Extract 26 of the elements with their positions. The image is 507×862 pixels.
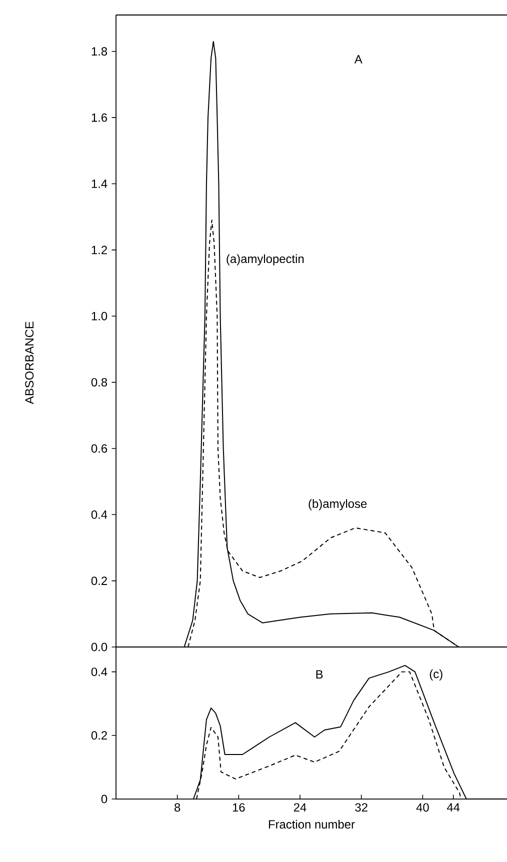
x-tick-label: 44 bbox=[446, 803, 460, 812]
y-tick-label: 0 bbox=[101, 794, 108, 804]
text: A bbox=[354, 55, 362, 64]
x-tick-label: 32 bbox=[355, 803, 368, 812]
x-tick-label: 24 bbox=[294, 803, 306, 812]
series-label: (a)amylopectin bbox=[226, 254, 304, 266]
y-tick-label: 1.8 bbox=[92, 47, 108, 56]
y-tick-label: 0.4 bbox=[91, 668, 108, 676]
series-label: (c) bbox=[430, 669, 442, 681]
y-tick-label: 0.2 bbox=[91, 576, 107, 586]
y-tick-label: 0.8 bbox=[91, 378, 108, 387]
y-tick-label: 0.4 bbox=[91, 510, 108, 519]
y-tick-label: 0.2 bbox=[91, 731, 107, 740]
y-tick-label: 1.4 bbox=[92, 180, 108, 188]
x-axis-title: Fraction number bbox=[268, 820, 355, 829]
series-label: (b)amylose bbox=[308, 499, 367, 510]
y-tick-label: 1.0 bbox=[92, 312, 108, 320]
y-tick-label: 1.2 bbox=[92, 246, 107, 254]
y-tick-label: 0.6 bbox=[91, 444, 108, 453]
y-tick-label: 0.0 bbox=[91, 642, 108, 652]
x-tick-label: 16 bbox=[232, 803, 245, 812]
text: B bbox=[316, 670, 323, 678]
x-tick-label: 40 bbox=[416, 803, 429, 812]
y-axis-title: ABSORBANCE bbox=[25, 322, 34, 404]
y-tick-label: 1.6 bbox=[92, 113, 108, 122]
x-tick-label: 8 bbox=[174, 803, 180, 812]
